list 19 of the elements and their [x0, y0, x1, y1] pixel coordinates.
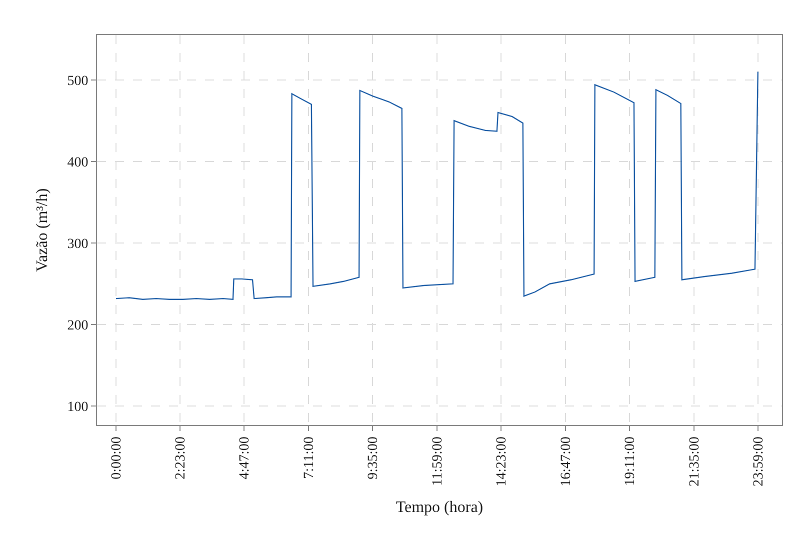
x-tick-label: 23:59:00 [752, 436, 767, 486]
y-tick-label: 100 [67, 400, 88, 416]
x-tick-label: 9:35:00 [366, 436, 382, 480]
x-tick-label: 2:23:00 [173, 436, 188, 480]
x-tick-label: 7:11:00 [302, 436, 317, 479]
y-axis-title: Vazão (m³/h) [34, 188, 52, 272]
line-series [115, 71, 759, 300]
x-tick-label: 21:35:00 [687, 436, 702, 486]
y-tick-label: 200 [67, 318, 88, 334]
x-tick-label: 0:00:00 [110, 436, 125, 480]
x-tick-label: 11:59:00 [430, 436, 446, 486]
x-tick-label: 19:11:00 [623, 436, 638, 486]
x-tick-label: 16:47:00 [558, 436, 574, 486]
x-axis-title: Tempo (hora) [396, 499, 484, 516]
y-tick-label: 500 [67, 74, 88, 89]
y-tick-label: 400 [67, 155, 88, 170]
y-tick-label: 300 [67, 236, 88, 252]
x-tick-label: 14:23:00 [494, 436, 510, 486]
x-tick-label: 4:47:00 [238, 436, 253, 480]
